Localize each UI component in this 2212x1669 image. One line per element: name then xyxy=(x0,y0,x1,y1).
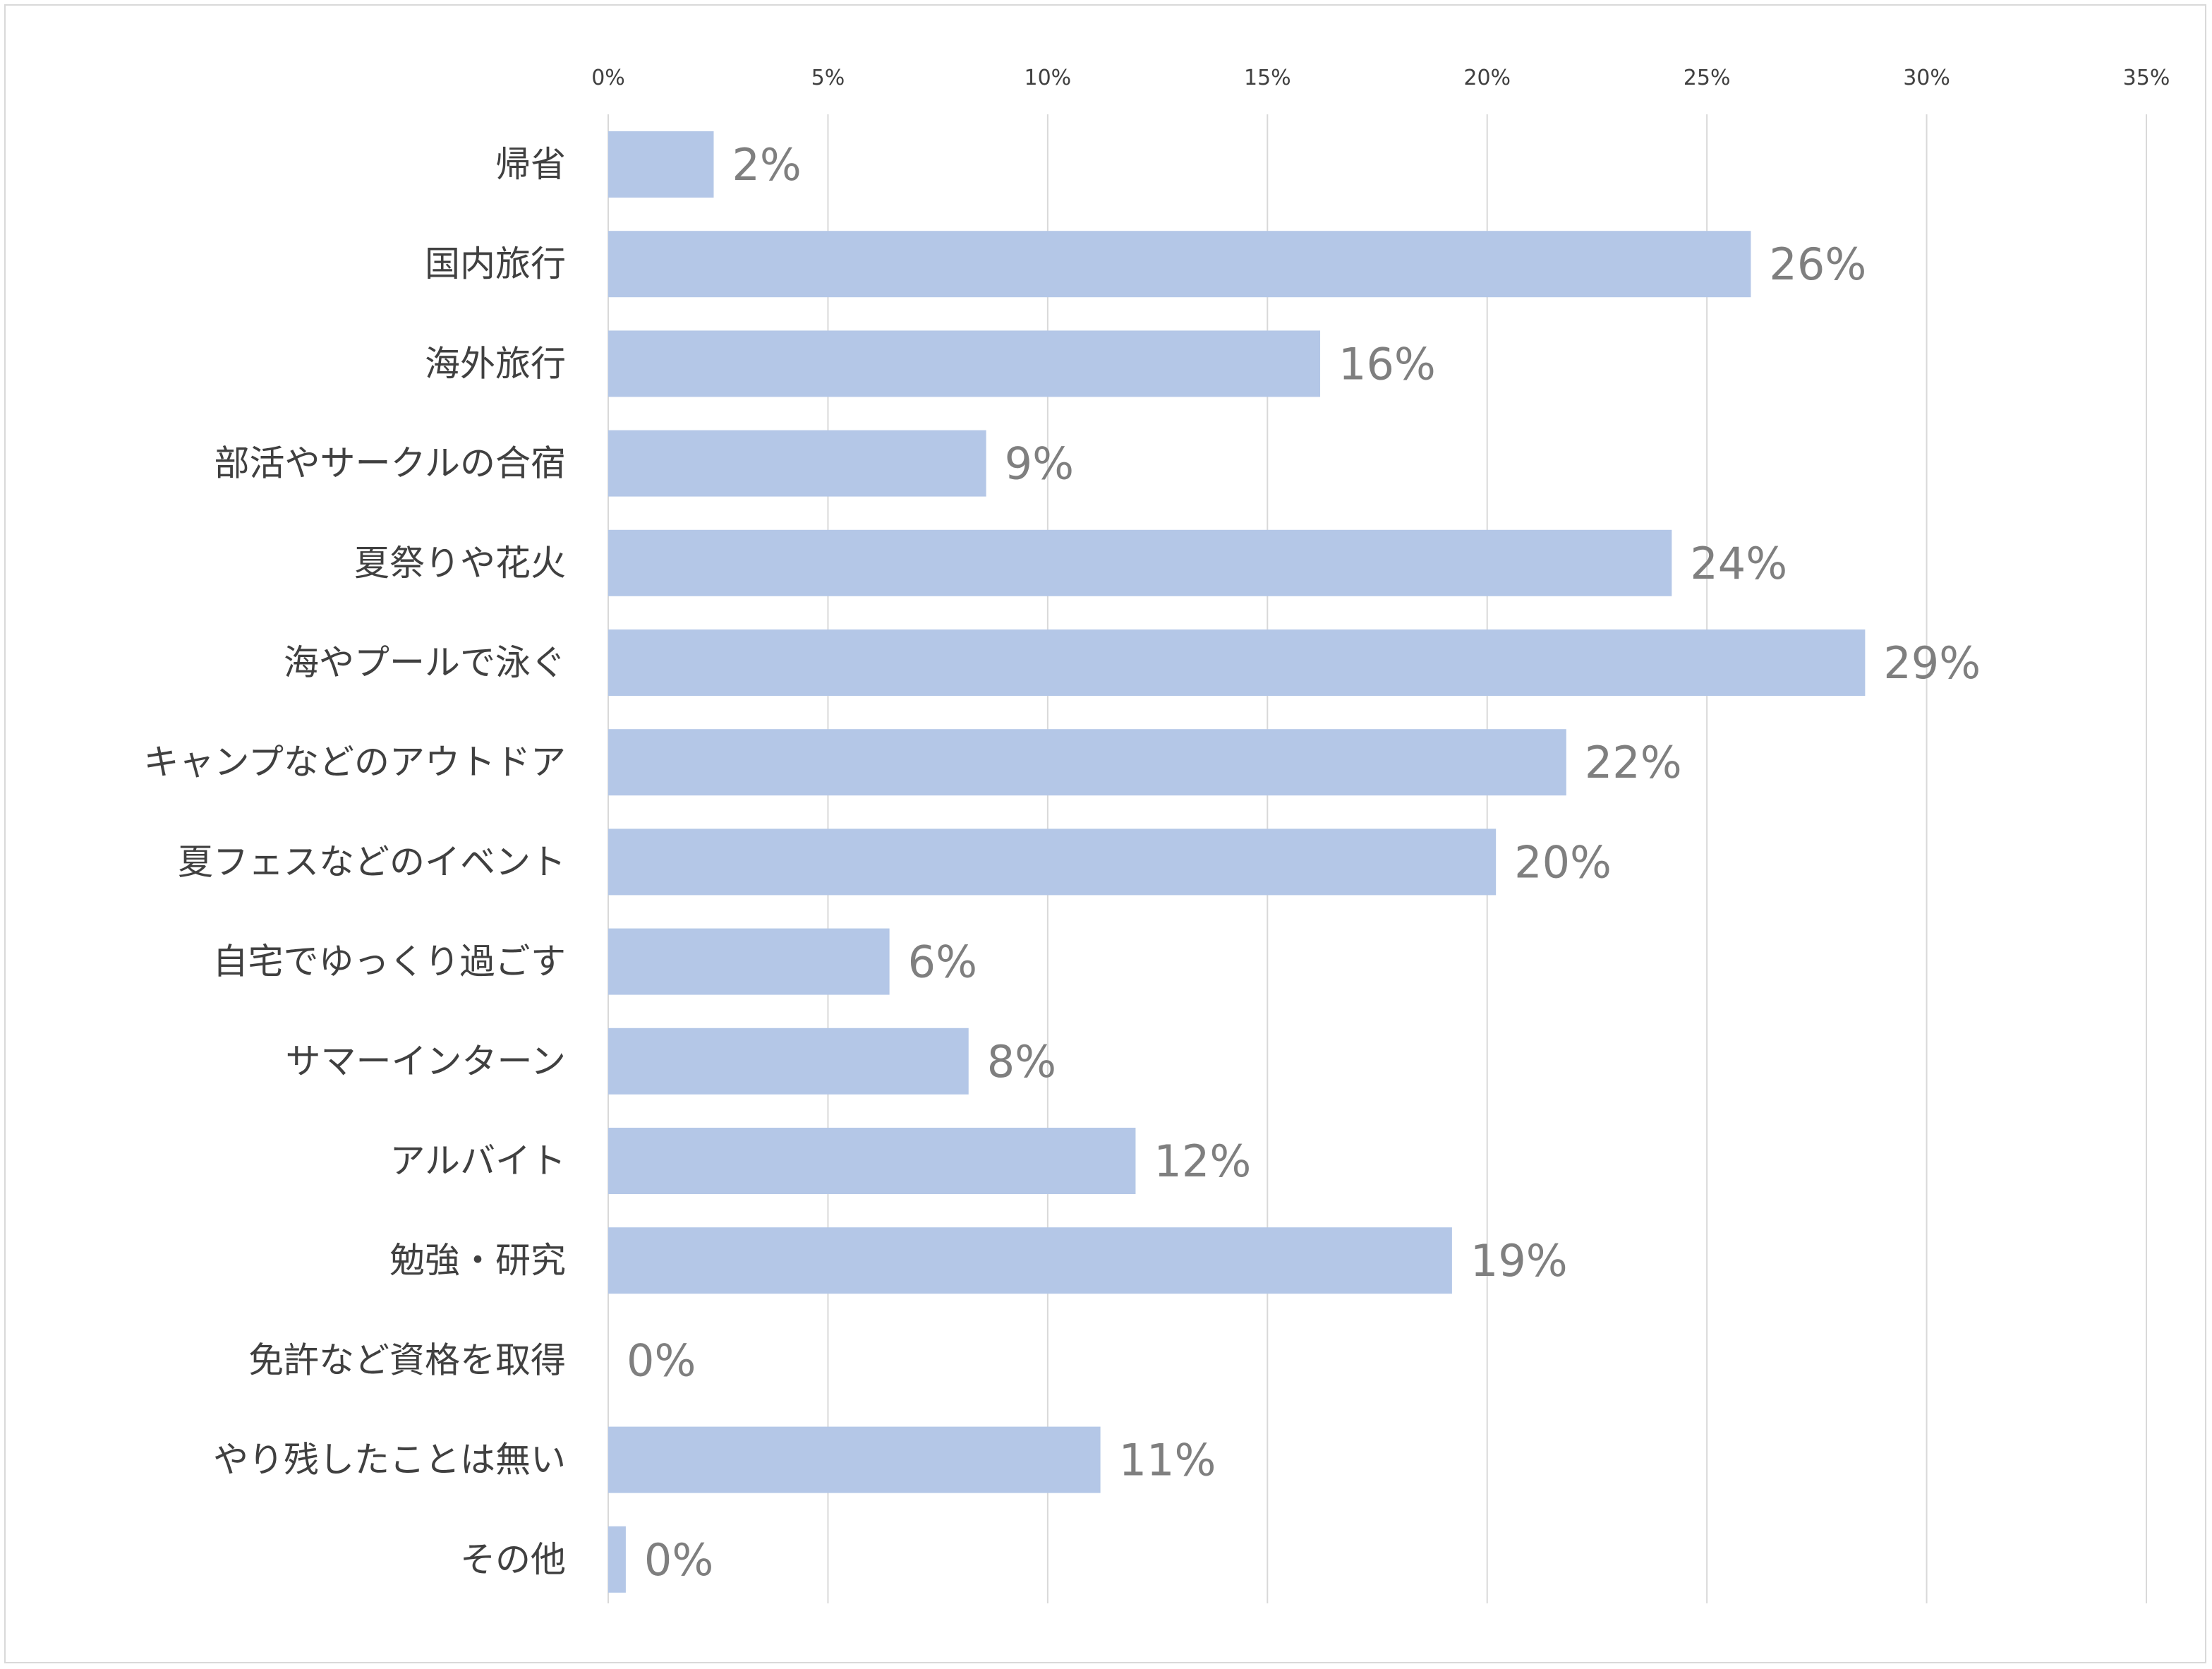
x-tick-label: 15% xyxy=(1244,66,1291,90)
bar xyxy=(608,928,890,995)
bar xyxy=(608,1128,1136,1194)
data-label: 24% xyxy=(1690,538,1787,589)
bar xyxy=(608,430,986,497)
category-label: アルバイト xyxy=(390,1140,567,1181)
category-label: 海やプールで泳ぐ xyxy=(284,642,566,683)
x-tick-label: 30% xyxy=(1903,66,1950,90)
bar xyxy=(608,330,1321,397)
category-label: 部活やサークルの合宿 xyxy=(214,443,567,484)
data-label: 29% xyxy=(1883,637,1981,689)
bar xyxy=(608,1426,1101,1493)
bar xyxy=(608,829,1497,896)
category-label: 国内旅行 xyxy=(425,243,566,284)
bar xyxy=(608,1227,1452,1294)
bar xyxy=(608,231,1751,298)
category-label: 海外旅行 xyxy=(425,343,566,384)
bar xyxy=(608,529,1672,596)
x-tick-label: 10% xyxy=(1025,66,1072,90)
data-label: 20% xyxy=(1514,836,1612,888)
category-label: 夏フェスなどのイベント xyxy=(178,841,566,882)
category-label: 帰省 xyxy=(495,144,566,185)
category-label: やり残したことは無い xyxy=(213,1440,566,1481)
chart-frame: 0% 5% 10% 15% 20% 25% 30% 35% 帰省国内旅行海外旅行部活やサークル… xyxy=(4,4,2206,1663)
data-label: 12% xyxy=(1154,1135,1251,1187)
x-tick-label: 25% xyxy=(1684,66,1731,90)
data-label: 26% xyxy=(1769,239,1866,290)
bar xyxy=(608,1526,626,1593)
category-label: その他 xyxy=(460,1539,566,1580)
bar xyxy=(608,729,1566,796)
x-tick-label: 5% xyxy=(811,66,845,90)
data-label: 6% xyxy=(908,936,977,988)
data-label: 22% xyxy=(1585,737,1682,788)
data-label: 19% xyxy=(1470,1235,1568,1287)
category-labels: 帰省国内旅行海外旅行部活やサークルの合宿夏祭りや花火海やプールで泳ぐキャンプなど… xyxy=(144,144,567,1580)
bar xyxy=(608,1028,969,1095)
data-label: 2% xyxy=(732,139,801,191)
bar xyxy=(608,629,1866,696)
data-label: 8% xyxy=(987,1036,1056,1087)
x-tick-label: 35% xyxy=(2123,66,2170,90)
data-label: 0% xyxy=(627,1334,696,1386)
data-label: 11% xyxy=(1119,1435,1216,1486)
data-label: 0% xyxy=(644,1534,713,1586)
category-label: 免許など資格を取得 xyxy=(248,1339,566,1380)
bars xyxy=(608,131,1866,1593)
category-label: 自宅でゆっくり過ごす xyxy=(213,941,567,982)
bar-chart: 0% 5% 10% 15% 20% 25% 30% 35% 帰省国内旅行海外旅行部活やサークル… xyxy=(144,66,2170,1603)
data-label: 9% xyxy=(1005,438,1074,490)
x-axis-ticks: 0% 5% 10% 15% 20% 25% 30% 35% xyxy=(591,66,2170,90)
category-label: 夏祭りや花火 xyxy=(354,543,566,584)
data-labels: 2% 26% 16% 9% 24% 29% 22% 20% 6%8% 12% 19% 0% 11% 0% xyxy=(627,139,1981,1586)
category-label: 勉強・研究 xyxy=(389,1240,566,1281)
x-tick-label: 20% xyxy=(1463,66,1511,90)
data-label: 16% xyxy=(1338,338,1436,390)
x-tick-label: 0% xyxy=(591,66,625,90)
category-label: サマーインターン xyxy=(286,1041,567,1082)
category-label: キャンプなどのアウトドア xyxy=(144,742,567,783)
bar xyxy=(608,131,714,198)
